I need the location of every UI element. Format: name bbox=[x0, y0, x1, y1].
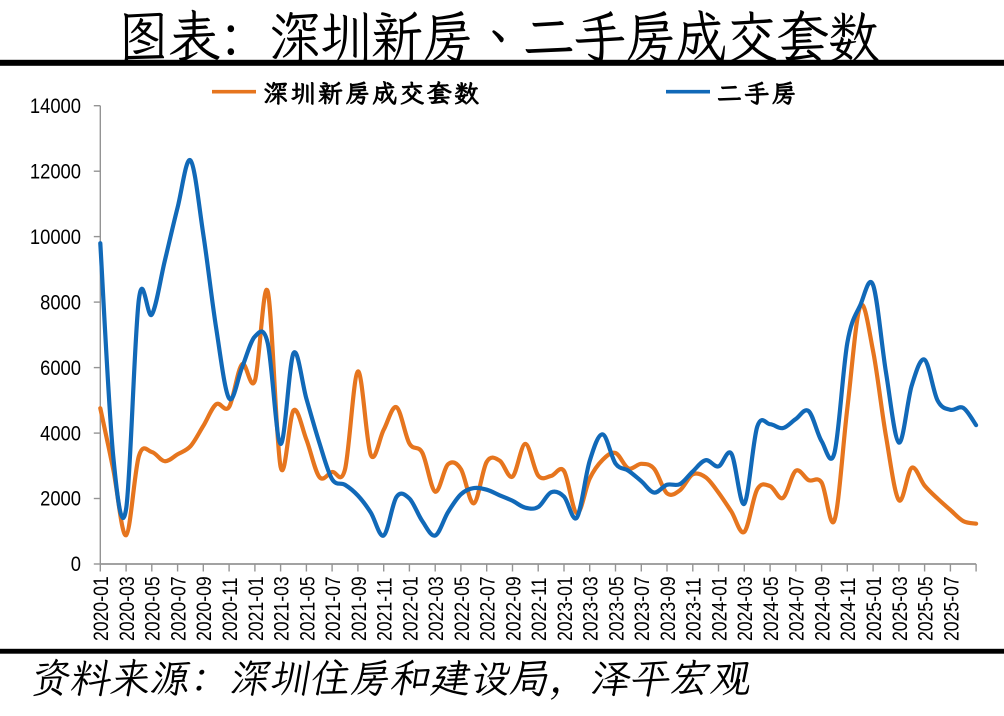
svg-text:2022-07: 2022-07 bbox=[476, 576, 500, 641]
svg-text:0: 0 bbox=[71, 553, 81, 577]
svg-text:2022-03: 2022-03 bbox=[425, 576, 449, 641]
svg-text:2020-07: 2020-07 bbox=[167, 576, 191, 641]
svg-text:8000: 8000 bbox=[40, 291, 81, 315]
svg-text:2021-09: 2021-09 bbox=[347, 576, 371, 641]
svg-text:2025-05: 2025-05 bbox=[914, 576, 938, 641]
svg-text:2021-01: 2021-01 bbox=[244, 576, 268, 641]
svg-text:2025-03: 2025-03 bbox=[888, 576, 912, 641]
svg-text:2023-07: 2023-07 bbox=[631, 576, 655, 641]
svg-text:10000: 10000 bbox=[30, 226, 81, 250]
svg-text:2023-05: 2023-05 bbox=[605, 576, 629, 641]
svg-text:2020-09: 2020-09 bbox=[193, 576, 217, 641]
svg-text:2024-09: 2024-09 bbox=[811, 576, 835, 641]
svg-text:14000: 14000 bbox=[30, 95, 81, 119]
svg-text:2023-11: 2023-11 bbox=[682, 578, 706, 641]
svg-text:2022-11: 2022-11 bbox=[528, 578, 552, 641]
svg-text:4000: 4000 bbox=[40, 422, 81, 446]
svg-text:6000: 6000 bbox=[40, 357, 81, 381]
svg-text:2021-07: 2021-07 bbox=[321, 576, 345, 641]
svg-text:2023-03: 2023-03 bbox=[579, 576, 603, 641]
svg-text:2025-07: 2025-07 bbox=[940, 576, 964, 641]
svg-text:2024-07: 2024-07 bbox=[785, 576, 809, 641]
svg-text:2024-01: 2024-01 bbox=[708, 576, 732, 641]
svg-text:2020-01: 2020-01 bbox=[90, 576, 114, 641]
svg-text:2023-09: 2023-09 bbox=[656, 576, 680, 641]
svg-text:12000: 12000 bbox=[30, 160, 81, 184]
svg-text:2020-11: 2020-11 bbox=[218, 578, 242, 641]
svg-text:2021-05: 2021-05 bbox=[296, 576, 320, 641]
svg-text:2023-01: 2023-01 bbox=[553, 576, 577, 641]
svg-text:2020-05: 2020-05 bbox=[141, 576, 165, 641]
svg-text:2025-01: 2025-01 bbox=[862, 576, 886, 641]
svg-text:2021-03: 2021-03 bbox=[270, 576, 294, 641]
svg-text:2022-09: 2022-09 bbox=[502, 576, 526, 641]
svg-text:2024-05: 2024-05 bbox=[759, 576, 783, 641]
svg-text:2024-03: 2024-03 bbox=[734, 576, 758, 641]
svg-text:2020-03: 2020-03 bbox=[115, 576, 139, 641]
svg-text:2022-01: 2022-01 bbox=[399, 576, 423, 641]
svg-text:2024-11: 2024-11 bbox=[837, 578, 861, 641]
svg-text:2021-11: 2021-11 bbox=[373, 578, 397, 641]
svg-text:2022-05: 2022-05 bbox=[450, 576, 474, 641]
svg-text:2000: 2000 bbox=[40, 487, 81, 511]
